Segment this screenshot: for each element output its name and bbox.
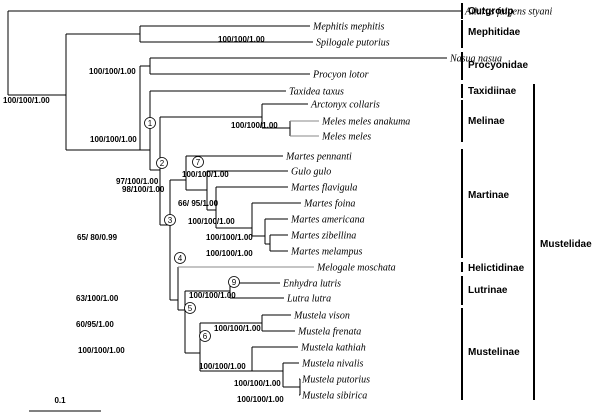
node-number: 1	[148, 119, 153, 128]
node-number-marker	[144, 117, 156, 129]
taxon-label: Mustela sibirica	[301, 391, 367, 402]
taxon-label: Mustela nivalis	[301, 359, 363, 370]
node-number: 7	[196, 158, 201, 167]
taxon-label: Enhydra lutris	[282, 279, 341, 290]
support-value: 65/ 80/0.99	[77, 233, 118, 242]
taxon-label: Mephitis mephitis	[312, 22, 384, 33]
support-value: 98/100/1.00	[122, 185, 165, 194]
node-number-marker	[184, 302, 196, 314]
taxon-label: Nasua nasua	[449, 54, 502, 65]
support-value: 63/100/1.00	[76, 294, 119, 303]
node-number-marker	[164, 214, 176, 226]
group-label: Helictidinae	[468, 263, 525, 274]
taxon-label: Martes pennanti	[285, 152, 352, 163]
taxon-label: Melogale moschata	[316, 263, 396, 274]
taxon-labels: Ailurus fulgens styani Mephitis mephitis S…	[282, 7, 552, 402]
taxon-label: Spilogale putorius	[316, 38, 390, 49]
node-number: 9	[232, 278, 237, 287]
support-value: 100/100/1.00	[199, 362, 246, 371]
group-label: Mephitidae	[468, 27, 521, 38]
support-value: 100/100/1.00	[3, 96, 50, 105]
node-number-marker	[174, 252, 186, 264]
node-number: 5	[188, 304, 193, 313]
taxon-label: Mustela frenata	[297, 327, 361, 338]
group-label: Lutrinae	[468, 285, 508, 296]
group-label: Procyonidae	[468, 60, 528, 71]
support-value: 100/100/1.00	[189, 291, 236, 300]
taxon-label: Meles meles anakuma	[321, 117, 410, 128]
taxon-label: Taxidea taxus	[289, 87, 344, 98]
node-markers: 1 2 3 4 5 6 7 9	[144, 117, 240, 342]
support-value: 100/100/1.00	[90, 135, 137, 144]
node-number-marker	[228, 276, 240, 288]
branches	[7, 10, 462, 396]
support-value: 100/100/1.00	[89, 67, 136, 76]
node-number-marker	[156, 157, 168, 169]
node-number: 2	[160, 159, 165, 168]
node-number-marker	[192, 156, 204, 168]
group-label: Mustelidae	[540, 239, 592, 250]
support-value: 100/100/1.00	[206, 233, 253, 242]
taxon-label: Procyon lotor	[312, 70, 369, 81]
node-number: 3	[168, 216, 173, 225]
group-label: Outgroup	[468, 6, 514, 17]
taxon-label: Arctonyx collaris	[310, 100, 380, 111]
taxon-label: Mustela putorius	[301, 375, 370, 386]
group-label: Mustelinae	[468, 347, 520, 358]
support-value: 60/95/1.00	[76, 320, 114, 329]
group-brackets: Outgroup Mephitidae Procyonidae Taxidiinae M…	[461, 3, 592, 400]
support-value: 100/100/1.00	[234, 379, 281, 388]
support-value: 66/ 95/1.00	[178, 199, 219, 208]
support-value: 100/100/1.00	[206, 249, 253, 258]
support-value: 100/100/1.00	[231, 121, 278, 130]
taxon-label: Mustela kathiah	[300, 343, 366, 354]
taxon-label: Martes flavigula	[290, 183, 357, 194]
taxon-label: Ailurus fulgens styani	[464, 7, 552, 18]
support-values: 100/100/1.00 100/100/1.00 100/100/1.00 100/…	[3, 35, 284, 404]
scale-bar-label: 0.1	[54, 396, 66, 405]
group-label: Taxidiinae	[468, 86, 517, 97]
scale-bar: 0.1	[29, 396, 101, 412]
support-value: 100/100/1.00	[188, 217, 235, 226]
taxon-label: Gulo gulo	[291, 167, 331, 178]
support-value: 100/100/1.00	[214, 324, 261, 333]
group-label: Melinae	[468, 116, 505, 127]
taxon-label: Lutra lutra	[286, 294, 331, 305]
node-number: 6	[203, 332, 208, 341]
node-number: 4	[178, 254, 183, 263]
taxon-label: Meles meles	[321, 132, 371, 143]
support-value: 100/100/1.00	[182, 170, 229, 179]
taxon-label: Martes americana	[290, 215, 365, 226]
support-value: 97/100/1.00	[116, 177, 159, 186]
support-value: 100/100/1.00	[237, 395, 284, 404]
taxon-label: Mustela vison	[293, 311, 350, 322]
taxon-label: Martes foina	[303, 199, 355, 210]
taxon-label: Martes melampus	[290, 247, 362, 258]
taxon-label: Martes zibellina	[290, 231, 356, 242]
group-label: Martinae	[468, 190, 510, 201]
node-number-marker	[199, 330, 211, 342]
support-value: 100/100/1.00	[218, 35, 265, 44]
support-value: 100/100/1.00	[78, 346, 125, 355]
